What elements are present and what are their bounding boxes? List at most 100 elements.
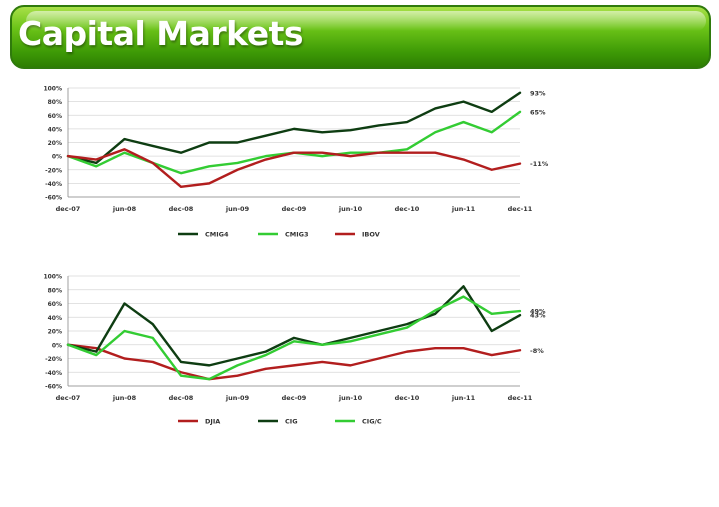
y-tick-label: -40% — [45, 181, 62, 188]
data-point — [349, 364, 352, 367]
data-point — [236, 357, 239, 360]
y-tick-label: 80% — [48, 99, 62, 106]
data-point — [236, 162, 239, 164]
data-point — [236, 374, 239, 377]
data-point — [236, 141, 239, 144]
x-tick-label: dec-09 — [282, 205, 307, 213]
y-tick-label: -60% — [45, 195, 62, 202]
x-tick-label: dec-11 — [508, 394, 533, 402]
data-point — [349, 336, 352, 339]
data-point — [151, 162, 154, 164]
y-tick-label: 60% — [48, 301, 62, 308]
data-point — [490, 131, 493, 134]
legend-label: IBOV — [362, 231, 380, 239]
data-point — [519, 110, 521, 113]
data-point — [349, 340, 352, 343]
data-point — [321, 361, 324, 363]
data-point — [293, 340, 295, 343]
data-point — [462, 100, 465, 103]
data-point — [434, 309, 437, 312]
x-tick-label: dec-08 — [169, 394, 194, 402]
data-point — [151, 145, 154, 147]
data-point — [519, 91, 521, 94]
data-point — [519, 310, 521, 312]
data-point — [321, 155, 324, 158]
data-point — [349, 129, 352, 132]
series-line-djia — [66, 343, 522, 381]
data-point — [180, 172, 182, 175]
banner-gloss — [26, 11, 706, 31]
legend-label: CIG — [285, 418, 298, 426]
y-tick-label: 60% — [48, 113, 62, 120]
x-tick-label: dec-10 — [395, 394, 420, 402]
x-tick-label: jun-09 — [225, 205, 250, 213]
data-point — [236, 168, 239, 171]
data-point — [462, 295, 465, 298]
data-point — [208, 165, 211, 168]
legend-label: DJIA — [205, 418, 220, 426]
y-tick-label: -20% — [45, 356, 62, 363]
data-point — [462, 121, 465, 123]
data-point — [377, 330, 380, 332]
legend-label: CMIG4 — [205, 231, 229, 239]
x-tick-label: jun-08 — [112, 394, 137, 402]
y-tick-label: -60% — [45, 384, 62, 391]
x-tick-label: jun-09 — [225, 394, 250, 402]
data-point — [406, 326, 408, 329]
data-point — [519, 349, 521, 352]
data-point — [377, 333, 380, 336]
end-value-label: 93% — [530, 89, 546, 97]
x-tick-label: jun-08 — [112, 205, 137, 213]
y-tick-label: -20% — [45, 167, 62, 174]
data-point — [490, 330, 493, 332]
title-banner — [10, 5, 711, 69]
data-point — [377, 124, 380, 127]
data-point — [264, 155, 267, 158]
chart-bottom: 100% 80% 60% 40% 20% 0% -20% -40% -60% dec-07 jun-… — [43, 274, 546, 426]
series-line-cig — [66, 285, 522, 367]
data-point — [406, 121, 408, 123]
data-point — [321, 131, 324, 134]
y-tick-label: 20% — [48, 329, 62, 336]
end-value-label: -11% — [530, 160, 549, 168]
data-point — [434, 131, 437, 134]
data-point — [123, 138, 126, 140]
data-point — [123, 302, 126, 305]
data-point — [490, 168, 493, 171]
y-tick-label: 0% — [52, 154, 62, 161]
data-point — [264, 354, 267, 356]
data-point — [123, 330, 126, 332]
x-tick-label: jun-11 — [451, 394, 476, 402]
data-point — [180, 371, 182, 374]
data-point — [490, 110, 493, 113]
data-point — [293, 127, 295, 130]
data-point — [151, 361, 154, 363]
data-point — [406, 151, 408, 154]
x-tick-label: dec-07 — [56, 394, 81, 402]
data-point — [519, 314, 521, 317]
x-tick-label: dec-10 — [395, 205, 420, 213]
data-point — [180, 361, 182, 363]
x-tick-label: dec-09 — [282, 394, 307, 402]
page-title: Capital Markets — [18, 14, 304, 53]
data-point — [151, 323, 154, 326]
data-point — [180, 185, 182, 188]
data-point — [67, 343, 69, 346]
end-value-label: -8% — [530, 347, 544, 355]
data-point — [151, 336, 154, 339]
data-point — [434, 312, 437, 315]
end-value-label: 49% — [530, 308, 546, 316]
data-point — [462, 347, 465, 350]
data-point — [95, 354, 98, 356]
data-point — [236, 364, 239, 367]
data-point — [434, 151, 437, 154]
legend-label: CIG/C — [362, 418, 382, 426]
data-point — [321, 151, 324, 154]
data-point — [264, 367, 267, 370]
data-point — [95, 162, 98, 164]
y-tick-label: -40% — [45, 370, 62, 377]
data-point — [349, 155, 352, 158]
x-tick-label: dec-07 — [56, 205, 81, 213]
data-point — [208, 378, 211, 381]
data-point — [264, 350, 267, 353]
